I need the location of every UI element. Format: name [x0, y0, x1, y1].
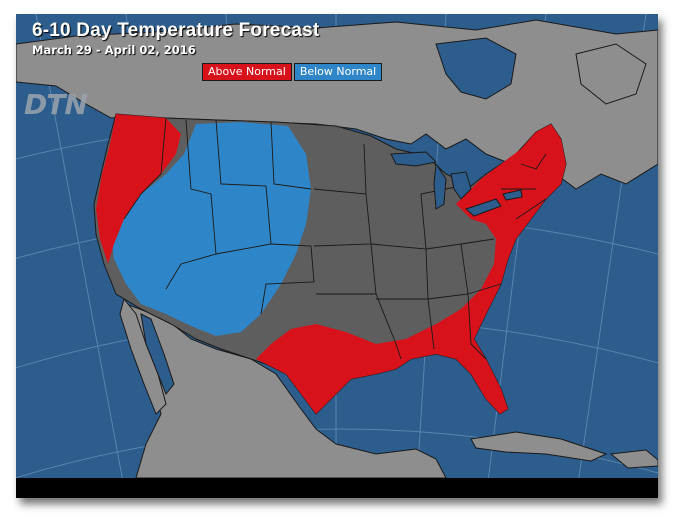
forecast-map-frame: DTN 6-10 Day Temperature Forecast March … — [16, 14, 658, 498]
legend: Above Normal Below Normal — [202, 63, 383, 81]
hudson-bay — [435, 37, 517, 100]
dtn-logo: DTN — [24, 88, 88, 121]
state-borders — [123, 117, 547, 360]
above-normal-west — [96, 114, 181, 264]
mexico-land — [125, 303, 447, 478]
below-normal-region — [111, 122, 311, 336]
page-title: 6-10 Day Temperature Forecast — [32, 20, 320, 41]
great-lakes — [390, 151, 523, 217]
baja-peninsula — [119, 297, 167, 415]
cuba — [470, 431, 608, 462]
above-normal-east — [256, 124, 566, 414]
forecast-map — [16, 14, 658, 498]
gulf-of-california — [140, 313, 175, 395]
arctic-island — [575, 43, 647, 105]
legend-below-normal: Below Normal — [293, 63, 383, 81]
bottom-bar — [16, 478, 658, 498]
date-range: March 29 - April 02, 2016 — [32, 43, 196, 57]
hispaniola — [609, 449, 658, 469]
legend-above-normal: Above Normal — [202, 63, 292, 81]
